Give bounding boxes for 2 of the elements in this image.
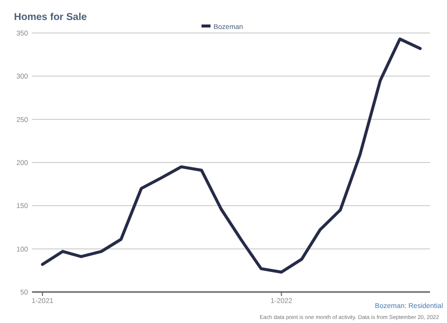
chart-title: Homes for Sale bbox=[14, 12, 88, 23]
line-series bbox=[40, 38, 422, 274]
